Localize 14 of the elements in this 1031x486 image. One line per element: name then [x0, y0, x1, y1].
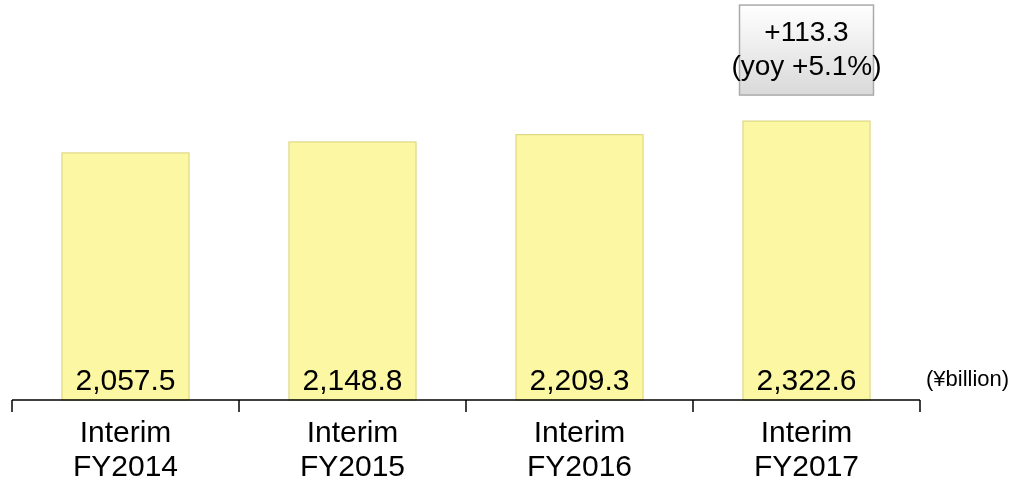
x-tick-label: Interim FY2015 [299, 415, 406, 482]
bar [742, 120, 871, 401]
bar [61, 152, 190, 401]
text: +113.3 (yoy +5.1%) [731, 16, 882, 82]
bar [288, 141, 417, 401]
data-label: 2,148.8 [302, 363, 403, 396]
x-tick-label: Interim FY2014 [72, 415, 179, 482]
data-label: 2,209.3 [529, 363, 630, 396]
x-tick-label: Interim FY2017 [753, 415, 860, 482]
y-axis-title: (¥billion) [926, 366, 1010, 391]
x-tick-label: Interim FY2016 [526, 415, 633, 482]
data-label: 2,057.5 [75, 363, 176, 396]
data-label: 2,322.6 [756, 363, 857, 396]
bar [515, 134, 644, 401]
